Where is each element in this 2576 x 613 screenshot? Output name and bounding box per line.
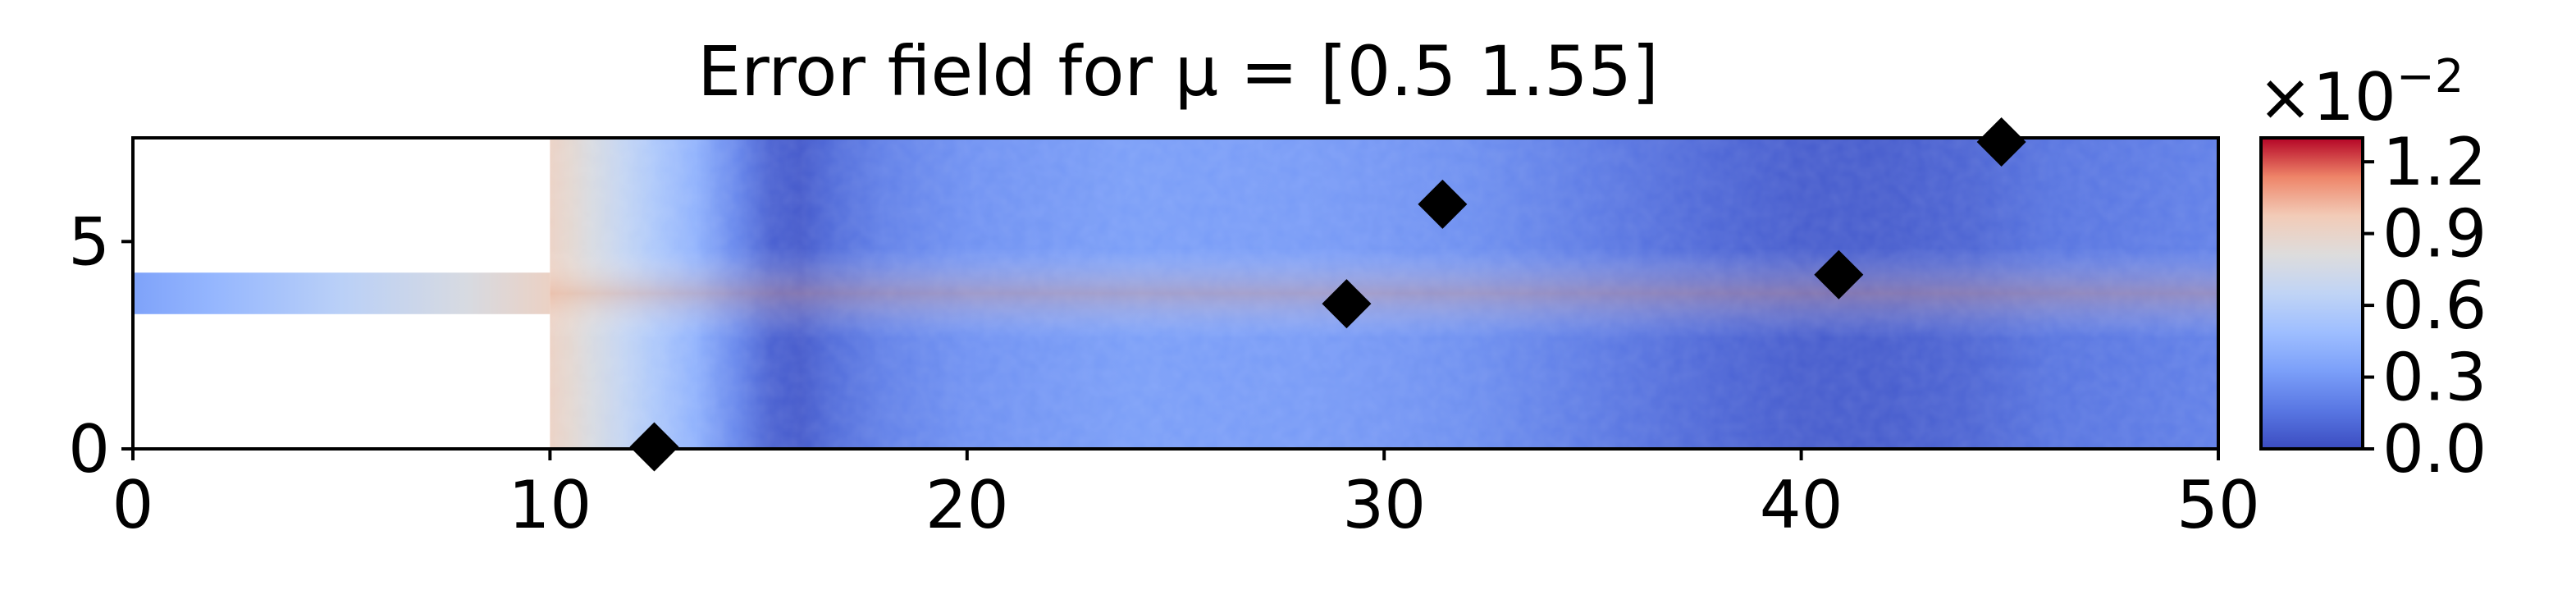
plot-area: 0 10 20 30 40 50 05 [68,117,2260,543]
colorbar-multiplier-exponent: −2 [2396,50,2464,103]
marker-diamond [1976,117,2026,167]
x-tick-label: 20 [925,467,1009,543]
colorbar-ticks: 0.00.30.60.91.2 [2363,124,2487,487]
marker-diamond [1322,279,1372,329]
colorbar-multiplier: ×10−2 [2258,50,2464,135]
inlet-channel-region [133,272,550,314]
x-tick-label: 10 [509,467,592,543]
chart-title: Error field for μ = [0.5 1.55] [697,31,1659,112]
colorbar-tick-label: 1.2 [2382,124,2487,200]
colorbar: 0.00.30.60.91.2 ×10−2 [2258,50,2487,487]
colorbar-tick-label: 0.6 [2382,268,2487,344]
y-tick-label: 0 [68,411,110,487]
colorbar-tick-label: 0.3 [2382,340,2487,416]
colorbar-gradient-bar [2259,136,2364,451]
marker-diamond [629,422,679,472]
axes-frame [131,136,2220,451]
x-axis: 0 10 20 30 40 50 [112,449,2260,543]
marker-layer [629,117,2026,472]
y-axis: 05 [68,204,133,487]
colorbar-tick-label: 0.0 [2382,411,2487,487]
centerline-overlay [550,248,2218,339]
x-tick-label: 30 [1342,467,1426,543]
marker-diamond [1814,249,1864,300]
x-tick-label: 0 [112,467,154,543]
colorbar-multiplier-base: ×10 [2258,59,2396,135]
colorbar-tick-label: 0.9 [2382,196,2487,272]
marker-diamond [1418,179,1468,229]
x-tick-label: 50 [2176,467,2260,543]
x-tick-label: 40 [1760,467,1843,543]
y-tick-label: 5 [68,204,110,280]
